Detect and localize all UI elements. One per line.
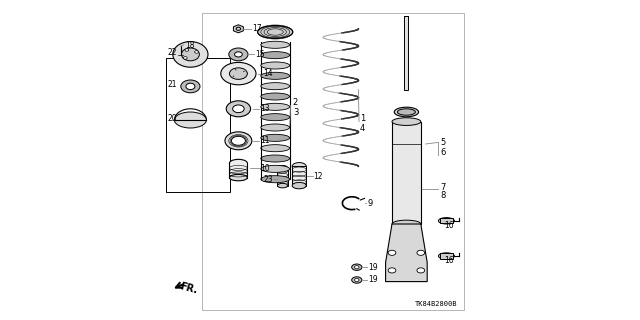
Ellipse shape bbox=[261, 72, 289, 79]
Ellipse shape bbox=[417, 268, 425, 273]
Bar bbox=[230, 163, 248, 178]
Text: 10: 10 bbox=[260, 164, 270, 172]
Ellipse shape bbox=[261, 62, 289, 69]
Text: 15: 15 bbox=[255, 50, 265, 59]
Text: 2: 2 bbox=[292, 98, 298, 107]
Bar bbox=[440, 253, 453, 259]
Ellipse shape bbox=[352, 277, 362, 283]
Ellipse shape bbox=[417, 250, 425, 255]
Text: 21: 21 bbox=[168, 80, 177, 89]
Ellipse shape bbox=[261, 93, 289, 100]
Ellipse shape bbox=[230, 174, 248, 181]
Text: 18: 18 bbox=[185, 41, 195, 50]
Ellipse shape bbox=[261, 176, 289, 183]
Text: 3: 3 bbox=[292, 108, 298, 116]
Text: 23: 23 bbox=[263, 175, 273, 184]
Text: 7: 7 bbox=[440, 183, 445, 192]
Ellipse shape bbox=[261, 41, 289, 48]
Ellipse shape bbox=[392, 118, 421, 125]
Text: 1: 1 bbox=[360, 114, 365, 123]
Ellipse shape bbox=[292, 182, 307, 189]
Ellipse shape bbox=[438, 218, 454, 224]
Ellipse shape bbox=[355, 266, 359, 269]
Ellipse shape bbox=[292, 163, 307, 170]
Text: 12: 12 bbox=[314, 172, 323, 180]
Text: 19: 19 bbox=[368, 263, 378, 272]
Text: 14: 14 bbox=[264, 69, 273, 78]
Bar bbox=[202, 13, 464, 310]
Ellipse shape bbox=[185, 49, 189, 51]
Text: 4: 4 bbox=[360, 124, 365, 132]
Text: 5: 5 bbox=[440, 138, 445, 147]
Ellipse shape bbox=[221, 62, 256, 85]
Ellipse shape bbox=[397, 109, 415, 115]
Ellipse shape bbox=[257, 26, 293, 38]
Ellipse shape bbox=[182, 48, 200, 61]
Text: 22: 22 bbox=[168, 48, 177, 57]
Bar bbox=[278, 168, 288, 186]
Ellipse shape bbox=[261, 155, 289, 162]
Ellipse shape bbox=[355, 278, 359, 282]
Ellipse shape bbox=[173, 42, 208, 67]
Polygon shape bbox=[385, 224, 428, 282]
Ellipse shape bbox=[230, 159, 248, 167]
Ellipse shape bbox=[232, 136, 246, 145]
Ellipse shape bbox=[186, 83, 195, 90]
Text: 20: 20 bbox=[168, 114, 178, 123]
Ellipse shape bbox=[352, 264, 362, 270]
Bar bbox=[440, 218, 453, 223]
Ellipse shape bbox=[394, 107, 419, 117]
Ellipse shape bbox=[195, 51, 198, 53]
Ellipse shape bbox=[438, 253, 454, 259]
Bar bbox=[392, 122, 421, 224]
Ellipse shape bbox=[181, 80, 200, 93]
Ellipse shape bbox=[388, 268, 396, 273]
Ellipse shape bbox=[227, 101, 251, 117]
Polygon shape bbox=[234, 25, 243, 33]
Bar bbox=[292, 166, 306, 186]
Ellipse shape bbox=[261, 83, 289, 90]
Ellipse shape bbox=[235, 52, 243, 57]
Ellipse shape bbox=[177, 49, 185, 54]
Ellipse shape bbox=[174, 112, 206, 128]
Text: 8: 8 bbox=[440, 191, 445, 200]
Ellipse shape bbox=[225, 132, 252, 150]
Text: 11: 11 bbox=[260, 136, 269, 145]
Ellipse shape bbox=[261, 165, 289, 172]
Text: 19: 19 bbox=[368, 276, 378, 284]
Text: 16: 16 bbox=[444, 221, 454, 230]
Text: 13: 13 bbox=[260, 104, 270, 113]
Text: 16: 16 bbox=[444, 256, 454, 265]
Ellipse shape bbox=[278, 183, 288, 188]
Ellipse shape bbox=[261, 103, 289, 110]
Ellipse shape bbox=[261, 145, 289, 152]
Bar bbox=[404, 16, 408, 90]
Ellipse shape bbox=[278, 165, 288, 171]
Text: 9: 9 bbox=[367, 199, 372, 208]
Ellipse shape bbox=[229, 48, 248, 61]
Ellipse shape bbox=[261, 134, 289, 141]
Text: FR.: FR. bbox=[179, 281, 198, 295]
Ellipse shape bbox=[392, 220, 421, 228]
Ellipse shape bbox=[261, 114, 289, 121]
Ellipse shape bbox=[230, 68, 248, 79]
Ellipse shape bbox=[388, 250, 396, 255]
Bar bbox=[166, 58, 230, 192]
Ellipse shape bbox=[261, 52, 289, 59]
Ellipse shape bbox=[184, 57, 188, 59]
Text: 6: 6 bbox=[440, 148, 445, 156]
Ellipse shape bbox=[261, 124, 289, 131]
Ellipse shape bbox=[233, 105, 244, 113]
Text: 17: 17 bbox=[252, 24, 262, 33]
Text: TK84B2800B: TK84B2800B bbox=[415, 301, 458, 307]
